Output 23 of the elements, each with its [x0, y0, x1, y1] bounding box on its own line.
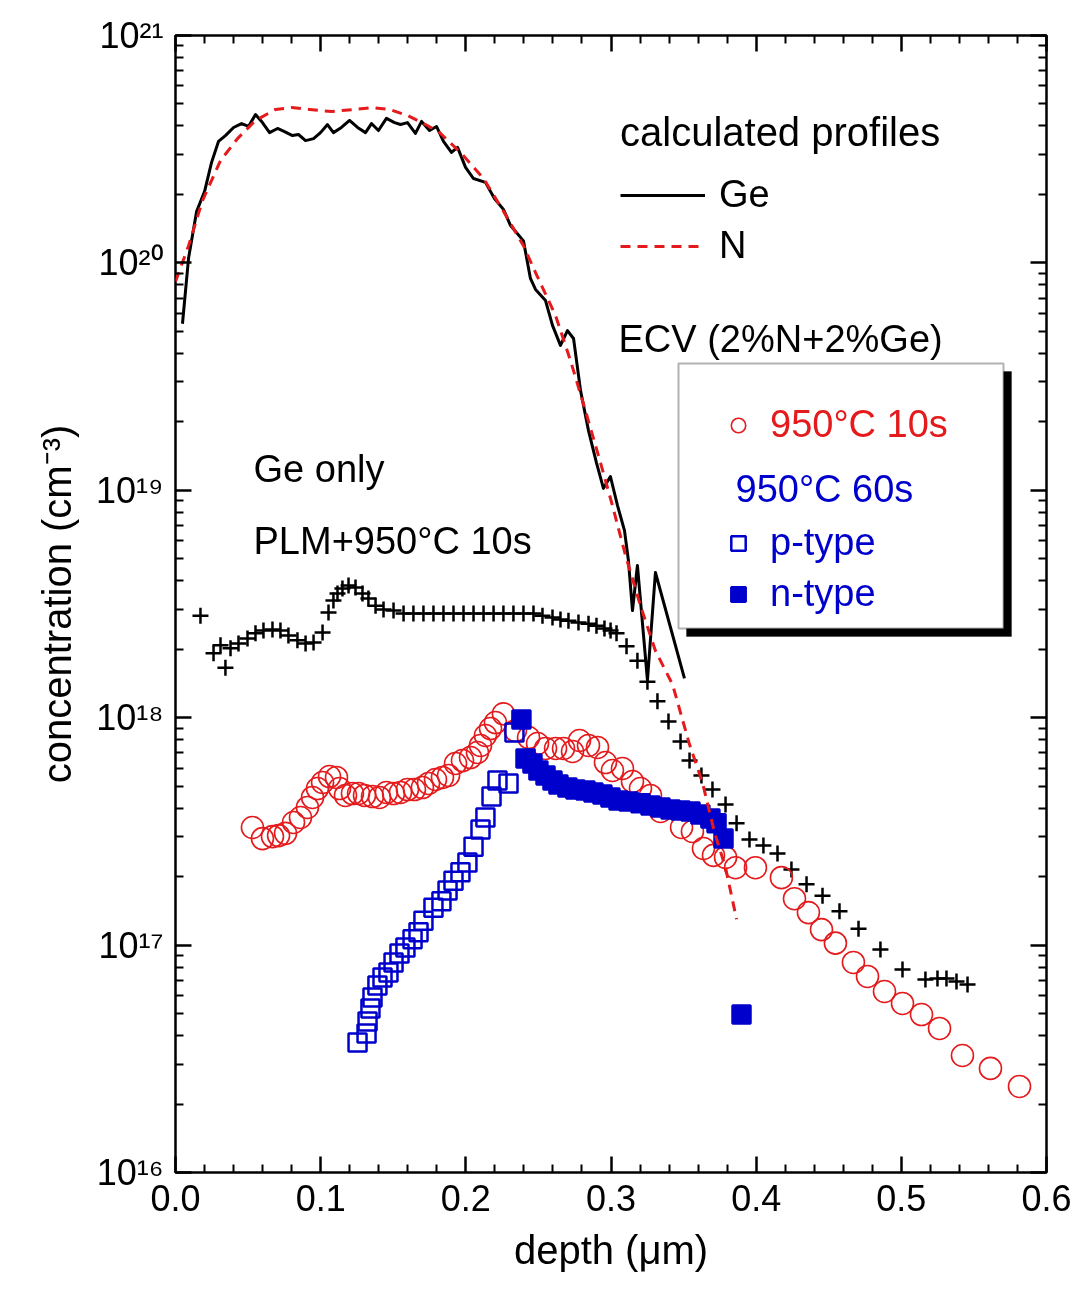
annotation: PLM+950°C 10s [253, 519, 532, 562]
legend-label: n-type [770, 572, 876, 615]
x-tick-label: 0.6 [1021, 1177, 1072, 1219]
y-tick-label: 10¹⁸ [96, 697, 164, 739]
x-tick-label: 0.4 [731, 1177, 782, 1219]
y-tick-label: 10²⁰ [98, 242, 164, 284]
x-tick-label: 0.2 [440, 1177, 491, 1219]
annotation: ECV (2%N+2%Ge) [618, 317, 943, 360]
y-tick-label: 10²¹ [99, 15, 164, 56]
x-tick-label: 0.5 [876, 1177, 927, 1219]
annotation: 950°C 60s [735, 467, 914, 510]
legend-title: calculated profiles [620, 110, 941, 155]
legend-label: N [719, 224, 747, 267]
x-tick-label: 0.1 [295, 1177, 346, 1219]
y-axis-title: concentration (cm⁻³) [35, 424, 80, 784]
y-tick-label: 10¹⁷ [98, 924, 164, 966]
y-tick-label: 10¹⁹ [96, 469, 164, 511]
x-tick-label: 0.3 [585, 1177, 637, 1219]
x-axis-title: depth (μm) [513, 1227, 709, 1272]
legend-label: Ge [719, 173, 770, 216]
legend-label: p-type [770, 521, 876, 564]
annotation: Ge only [253, 447, 385, 490]
legend-label: 950°C 10s [770, 403, 948, 446]
